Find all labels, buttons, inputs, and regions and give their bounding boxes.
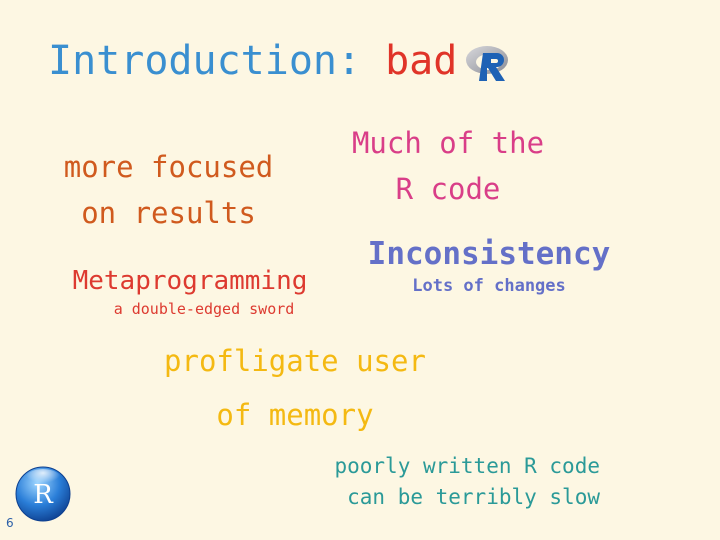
page-number: 6 [6,516,14,530]
poorly-line-2: can be terribly slow [347,485,600,509]
badge-letter: R [33,480,54,510]
muchof-line-1: Much of the [351,126,545,160]
much-of-r-code-text: Much of the R code [343,120,553,212]
r-logo-icon [465,43,513,83]
inconsistency-block: Inconsistency Lots of changes [366,236,612,296]
profl-line-1: profligate user [164,344,426,378]
metaprogramming-heading: Metaprogramming [72,266,308,296]
r-sphere-icon: R [14,465,72,523]
muchof-line-2: R code [395,172,501,206]
profligate-memory-text: profligate user of memory [154,334,436,442]
inconsistency-heading: Inconsistency [367,236,611,272]
profl-line-2: of memory [216,398,374,432]
focused-line-1: more focused [63,150,274,184]
metaprogramming-block: Metaprogramming a double-edged sword [68,266,312,318]
title-bad-word: bad [385,38,458,84]
metaprogramming-subtitle: a double-edged sword [113,300,295,318]
inconsistency-subtitle: Lots of changes [412,276,566,296]
poorly-line-1: poorly written R code [334,454,600,478]
focused-on-results-text: more focused on results [56,144,281,236]
focused-line-2: on results [81,196,256,230]
title-prefix: Introduction: [48,38,362,84]
poorly-written-text: poorly written R code can be terribly sl… [316,451,600,513]
slide-title: Introduction: bad [48,38,513,84]
